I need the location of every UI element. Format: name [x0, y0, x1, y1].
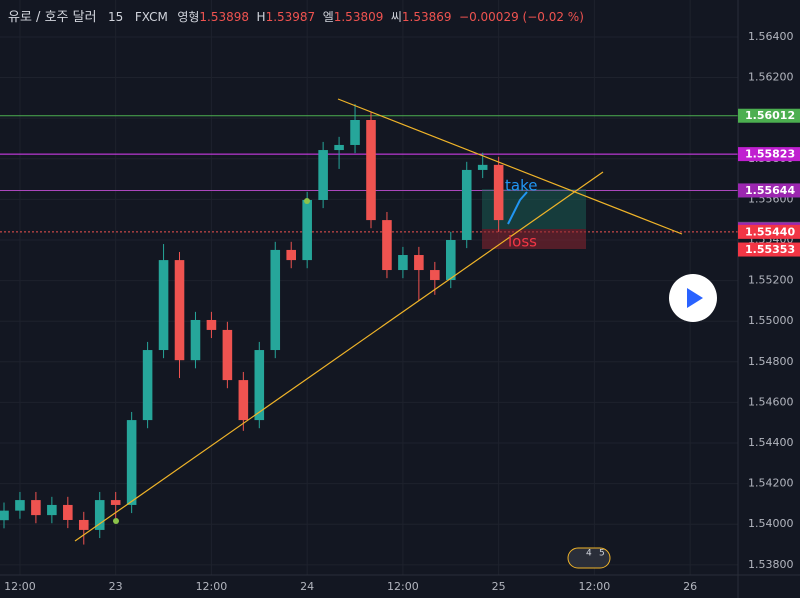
x-tick-label: 23 [109, 580, 123, 593]
candle-body [398, 255, 408, 271]
change: −0.00029 (−0.02 %) [459, 10, 584, 24]
candle-body [94, 500, 105, 530]
header: 유로 / 호주 달러 15 FXCM 영형1.53898 H1.53987 엘1… [8, 10, 584, 25]
candle-body [174, 260, 185, 361]
take-arrow [507, 191, 528, 225]
price-tag-label: 1.55440 [745, 225, 795, 238]
candle-body [430, 270, 440, 280]
x-tick-label: 12:00 [387, 580, 419, 593]
y-tick-label: 1.54000 [748, 517, 794, 530]
y-tick-label: 1.54400 [748, 436, 794, 449]
price-tag-label: 1.56012 [745, 109, 795, 122]
candle-body [382, 220, 392, 271]
ohlc-label: 영형 [177, 10, 199, 24]
x-tick-label: 12:00 [196, 580, 228, 593]
price-tag-label: 1.55823 [745, 148, 795, 161]
axes: 1.564001.562001.560001.558001.556001.554… [4, 30, 800, 593]
y-tick-label: 1.54800 [748, 355, 794, 368]
candle-body [31, 500, 41, 516]
price-tag [738, 183, 800, 198]
y-tick-label: 1.56400 [748, 30, 794, 43]
ohlc-value: 1.53809 [334, 10, 384, 24]
x-tick-label: 12:00 [579, 580, 611, 593]
candle-body [222, 329, 233, 381]
candle-body [366, 119, 376, 221]
y-tick-label: 1.55200 [748, 274, 794, 287]
events-badge[interactable] [567, 547, 611, 569]
symbol: 유로 / 호주 달러 [8, 10, 97, 25]
candle-body [414, 255, 424, 271]
candle-body [158, 260, 169, 351]
price-tag-label: 1.55353 [745, 243, 795, 256]
interval: 15 [108, 10, 123, 24]
trend-line-resistance [337, 98, 683, 235]
x-tick-label: 25 [492, 580, 506, 593]
loss-label: loss [508, 233, 537, 251]
marker-dot [304, 198, 310, 204]
candle-body [318, 150, 328, 200]
candle-body [493, 164, 504, 221]
play-icon [687, 288, 703, 308]
candle-body [238, 380, 249, 421]
candle-body [206, 319, 217, 330]
price-tag [738, 242, 800, 257]
y-tick-label: 1.55000 [748, 314, 794, 327]
y-tick-label: 1.56200 [748, 71, 794, 84]
x-tick-label: 12:00 [4, 580, 36, 593]
candle-body [350, 119, 360, 145]
badge-count: 5 [599, 549, 605, 559]
candle-body [477, 164, 488, 170]
trend-line-support [74, 171, 604, 542]
y-tick-label: 1.53800 [748, 558, 794, 571]
candle-body [270, 249, 281, 351]
x-tick-label: 26 [683, 580, 697, 593]
ohlc-label: 씨 [391, 10, 402, 24]
price-tag-label: 1.55644 [745, 184, 795, 197]
y-tick-label: 1.54600 [748, 395, 794, 408]
ohlc-value: 1.53987 [266, 10, 316, 24]
take-label: take [505, 177, 537, 195]
candle-body [126, 420, 137, 505]
ohlc-value: 1.53898 [199, 10, 249, 24]
badge-count: 4 [586, 549, 592, 559]
candle-body [110, 500, 121, 505]
price-tag [738, 147, 800, 162]
price-tag [738, 224, 800, 239]
ohlc-label: H [257, 10, 266, 24]
source: FXCM [135, 10, 168, 24]
candle-body [0, 510, 9, 521]
candle-body [302, 199, 312, 261]
x-tick-label: 24 [300, 580, 314, 593]
candle-body [445, 239, 456, 280]
candle-body [47, 504, 57, 516]
candle-body [254, 350, 265, 421]
candle-body [78, 519, 89, 530]
ohlc-label: 엘 [323, 10, 334, 24]
candle-body [286, 249, 296, 261]
price-tag [738, 108, 800, 123]
marker-dot [113, 518, 119, 524]
candle-body [334, 144, 344, 151]
loss-zone [482, 229, 586, 249]
candle-body [461, 169, 472, 240]
candle-body [63, 504, 73, 520]
candle-body [190, 319, 201, 361]
candle-body [142, 350, 153, 421]
y-tick-label: 1.54200 [748, 477, 794, 490]
candles [0, 103, 504, 545]
ohlc-value: 1.53869 [402, 10, 452, 24]
candle-body [15, 500, 25, 511]
